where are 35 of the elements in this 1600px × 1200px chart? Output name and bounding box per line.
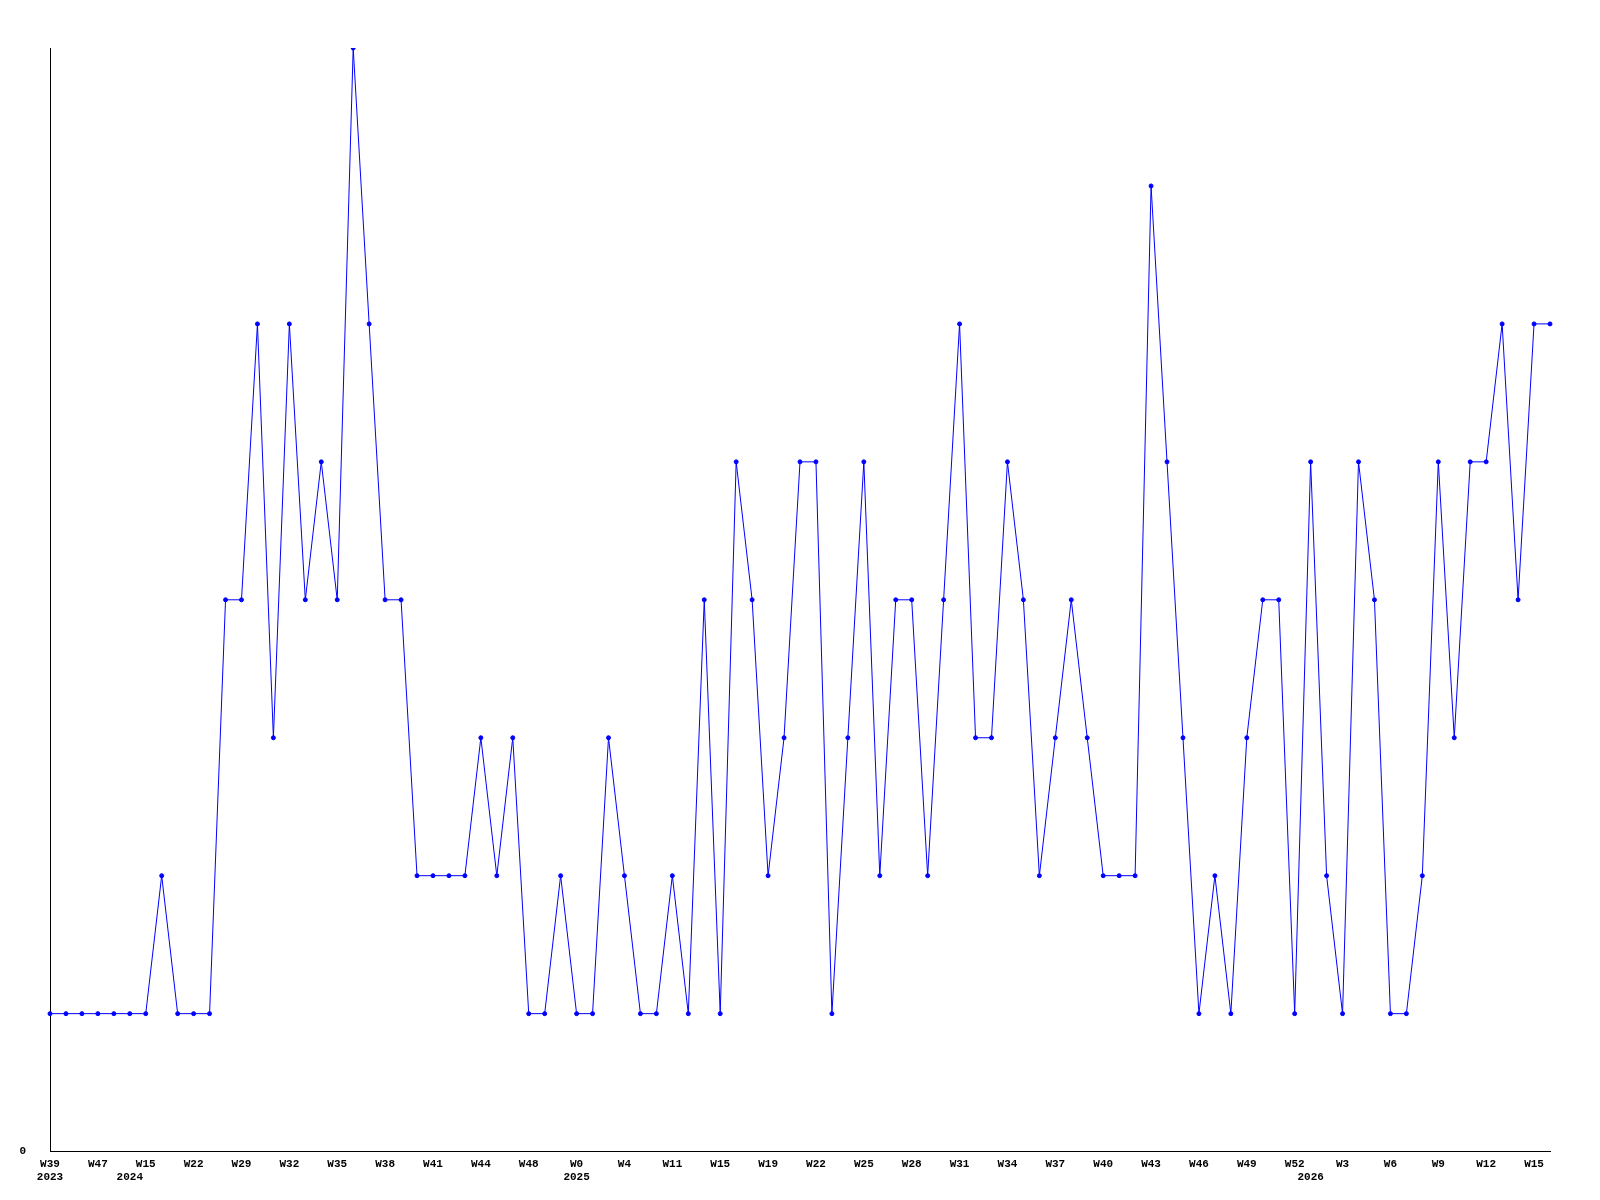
x-tick-label: 2026 bbox=[1297, 1171, 1324, 1184]
x-tick-label: W15 bbox=[710, 1157, 731, 1170]
x-tick-label: W39 2023 bbox=[36, 1157, 64, 1184]
x-tick-label: W41 bbox=[423, 1157, 444, 1170]
x-tick-label: W48 bbox=[518, 1157, 540, 1170]
x-tick-label: W28 bbox=[901, 1157, 922, 1170]
x-tick-label: W32 bbox=[279, 1157, 300, 1170]
x-tick-label: W38 bbox=[375, 1157, 396, 1170]
x-tick-label: W19 bbox=[758, 1157, 778, 1170]
x-tick-label: W52 bbox=[1284, 1157, 1305, 1170]
x-tick-label: W15 bbox=[1524, 1157, 1545, 1170]
x-tick-label: W9 bbox=[1431, 1157, 1445, 1170]
x-tick-label: W12 bbox=[1476, 1157, 1497, 1170]
x-tick-label: W44 bbox=[470, 1157, 492, 1170]
x-tick-label: W15 bbox=[135, 1157, 157, 1170]
x-tick-label: W40 bbox=[1093, 1157, 1114, 1170]
x-tick-label: W6 bbox=[1383, 1157, 1398, 1170]
x-tick-label: W29 bbox=[231, 1157, 252, 1170]
x-tick-label: W0 2025 bbox=[563, 1157, 591, 1184]
text: 0 bbox=[19, 1145, 26, 1158]
x-tick-label: W22 bbox=[806, 1157, 826, 1170]
x-tick-label: W22 bbox=[183, 1157, 204, 1170]
x-tick-label: W47 bbox=[87, 1157, 108, 1170]
x-tick-label: W11 bbox=[662, 1157, 683, 1170]
x-tick-label: W31 bbox=[949, 1157, 970, 1170]
x-tick-label: W43 bbox=[1141, 1157, 1162, 1170]
x-tick-label: W49 bbox=[1236, 1157, 1257, 1170]
x-tick-label: W34 bbox=[997, 1157, 1018, 1170]
x-tick-label: W25 bbox=[853, 1157, 875, 1170]
x-tick-label: W3 bbox=[1335, 1157, 1350, 1170]
x-tick-label: W37 bbox=[1045, 1157, 1066, 1170]
x-tick-label: 2024 bbox=[116, 1171, 144, 1184]
x-tick-label: W4 bbox=[617, 1157, 632, 1170]
x-tick-label: W35 bbox=[327, 1157, 348, 1170]
x-tick-label: W46 bbox=[1189, 1157, 1209, 1170]
